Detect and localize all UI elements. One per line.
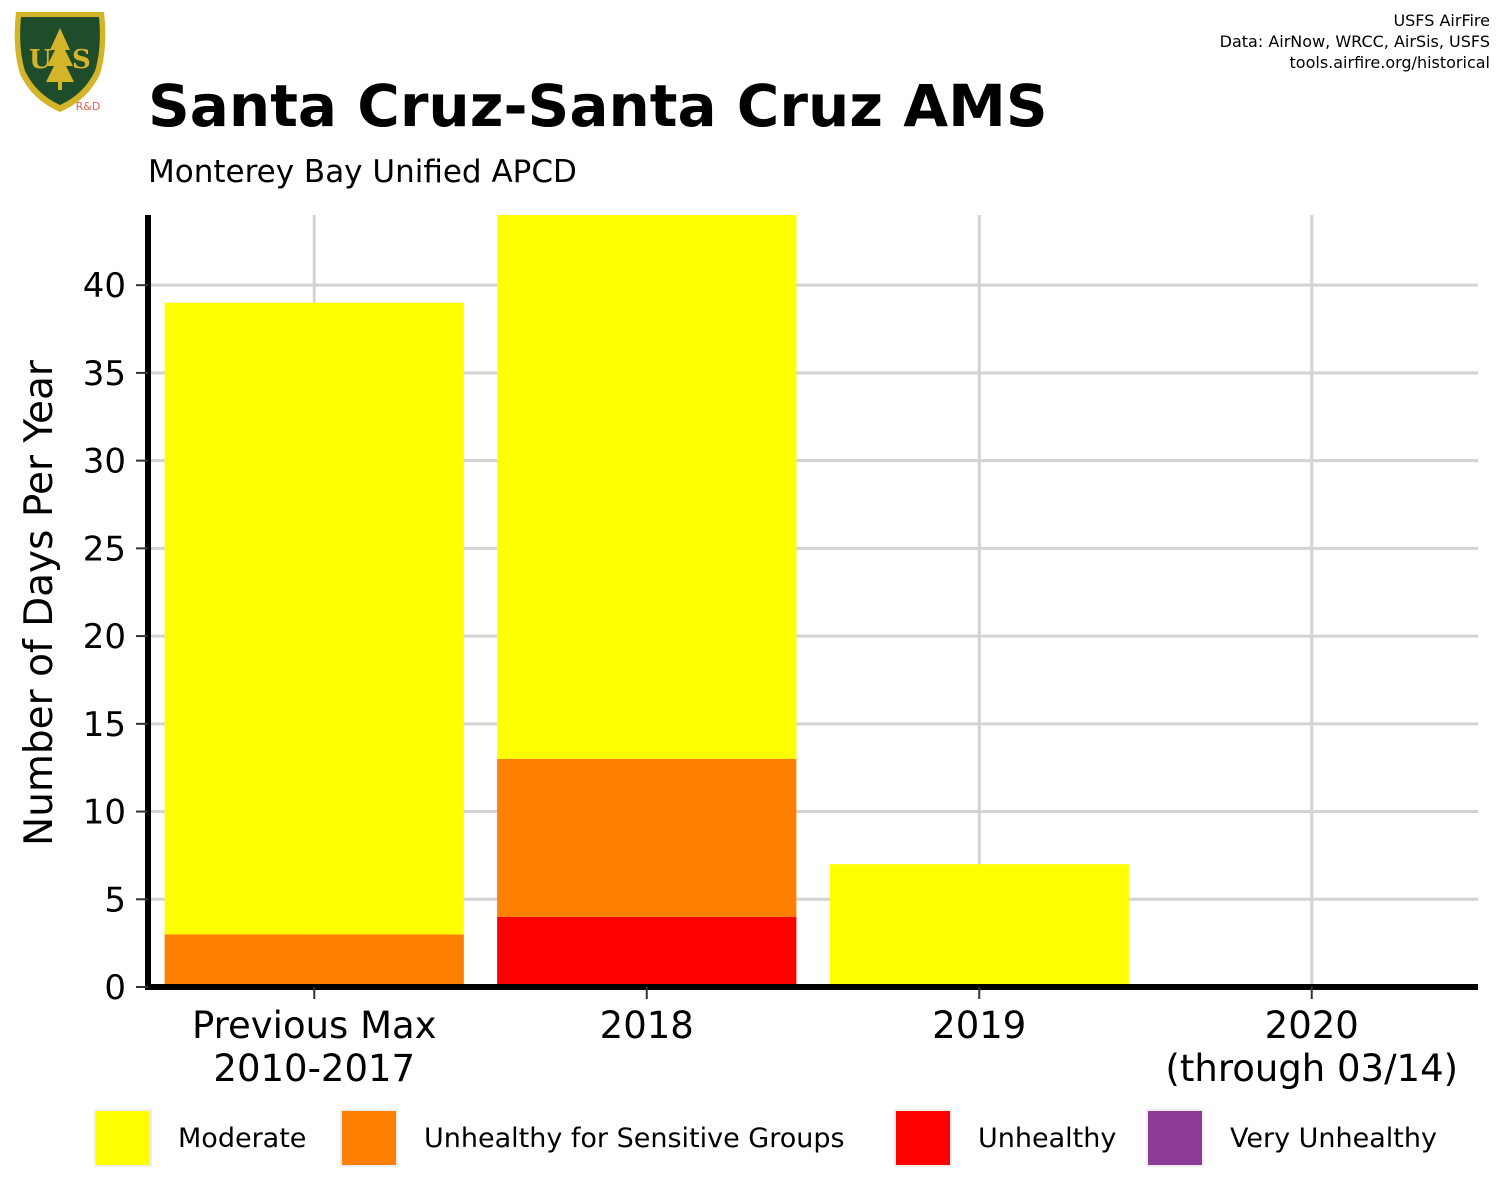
y-tick-label: 5 (104, 880, 126, 920)
legend-swatch (340, 1109, 398, 1167)
y-tick-label: 15 (83, 705, 126, 745)
y-tick-label: 10 (83, 793, 126, 833)
legend-swatch (1146, 1109, 1204, 1167)
forest-service-logo: U S R&D (14, 12, 106, 113)
legend-item: Very Unhealthy (1146, 1108, 1437, 1168)
bar-segment-moderate (497, 215, 797, 759)
logo-badge-text: R&D (76, 100, 101, 113)
x-tick-label: 2019 (932, 1004, 1026, 1047)
axes (136, 215, 1478, 999)
credit-line: Data: AirNow, WRCC, AirSis, USFS (1219, 32, 1490, 51)
legend-label: Unhealthy (978, 1122, 1117, 1154)
legend-item: Unhealthy (894, 1108, 1116, 1168)
y-tick-label: 25 (83, 529, 126, 569)
y-tick-label: 0 (104, 968, 126, 1008)
legend-label: Very Unhealthy (1230, 1122, 1437, 1154)
y-tick-label: 40 (83, 266, 126, 306)
bars (164, 215, 1129, 987)
y-tick-label: 20 (83, 617, 126, 657)
legend-item: Unhealthy for Sensitive Groups (340, 1108, 845, 1168)
legend-swatch (894, 1109, 952, 1167)
bar-segment-unhealthy-for-sensitive-groups (164, 934, 464, 987)
legend-label: Moderate (178, 1122, 307, 1154)
x-tick-label: (through 03/14) (1165, 1047, 1458, 1090)
legend-swatch (94, 1109, 152, 1167)
x-tick-label: Previous Max (192, 1004, 437, 1047)
legend: Moderate Unhealthy for Sensitive Groups Un… (0, 1108, 1500, 1172)
bar-segment-moderate (829, 864, 1129, 987)
logo-letter-u: U (29, 45, 52, 75)
x-tick-label: 2020 (1265, 1004, 1359, 1047)
x-tick-label: 2018 (600, 1004, 694, 1047)
bar-segment-moderate (164, 302, 464, 935)
y-tick-label: 35 (83, 354, 126, 394)
legend-item: Moderate (94, 1108, 306, 1168)
chart-subtitle: Monterey Bay Unified APCD (148, 154, 577, 190)
x-tick-label: 2010-2017 (213, 1047, 415, 1090)
bar-segment-unhealthy (497, 916, 797, 987)
bar-segment-unhealthy-for-sensitive-groups (497, 758, 797, 917)
logo-letter-s: S (72, 45, 91, 75)
credit-line: USFS AirFire (1393, 11, 1490, 30)
tree-icon (46, 28, 74, 82)
legend-label: Unhealthy for Sensitive Groups (424, 1122, 845, 1154)
credits: USFS AirFire Data: AirNow, WRCC, AirSis,… (1220, 10, 1490, 73)
y-tick-label: 30 (83, 442, 126, 482)
credit-line: tools.airfire.org/historical (1289, 53, 1490, 72)
chart-title: Santa Cruz-Santa Cruz AMS (148, 72, 1048, 140)
y-axis-label: Number of Days Per Year (17, 359, 62, 846)
